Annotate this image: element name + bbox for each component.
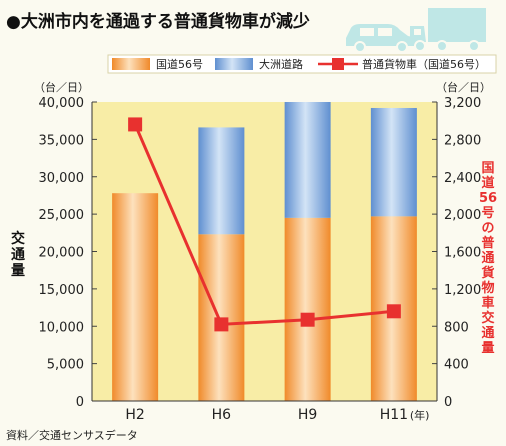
truck-cargo-icon [428, 8, 486, 42]
legend-label-truck: 普通貨物車（国道56号） [362, 57, 486, 71]
left-tick-label: 20,000 [39, 246, 85, 261]
right-tick-label: 1,200 [444, 283, 481, 298]
truck-point-H6 [214, 317, 229, 332]
truck-point-H2 [128, 117, 143, 132]
source-note: 資料／交通センサスデータ [6, 428, 138, 442]
car-wheel-icon [354, 41, 366, 53]
truck-wheel-icon [414, 40, 426, 52]
right-tick-label: 2,800 [444, 133, 481, 148]
right-axis-unit: （台／日） [436, 80, 491, 94]
x-tick-label: H9 [298, 407, 317, 423]
bar-route56-H2 [112, 193, 159, 401]
bar-route56-H9 [284, 217, 331, 401]
truck-point-H11 [386, 304, 401, 319]
legend-label-ozu-road: 大洲道路 [259, 57, 303, 71]
right-tick-label: 2,000 [444, 208, 481, 223]
right-tick-label: 400 [444, 358, 469, 373]
chart-title: ●大洲市内を通過する普通貨物車が減少 [6, 11, 310, 32]
x-tick-label: H11 [380, 407, 408, 423]
left-axis-title: 交通量 [11, 230, 25, 279]
bar-ozu-road-H11 [370, 107, 417, 217]
truck-point-H9 [300, 312, 315, 327]
left-tick-label: 10,000 [39, 320, 85, 335]
left-tick-label: 5,000 [47, 358, 84, 373]
right-tick-label: 800 [444, 320, 469, 335]
left-tick-label: 25,000 [39, 208, 85, 223]
legend-swatch-ozu-road [215, 58, 253, 70]
right-tick-label: 2,400 [444, 171, 481, 186]
left-tick-label: 40,000 [39, 96, 85, 111]
truck-window-icon [414, 29, 421, 35]
legend-marker-truck [332, 58, 344, 70]
right-tick-label: 3,200 [444, 96, 481, 111]
left-tick-label: 15,000 [39, 283, 85, 298]
right-tick-label: 1,600 [444, 246, 481, 261]
car-window-icon [360, 28, 374, 36]
truck-wheel-icon [436, 40, 448, 52]
x-axis-unit: (年) [410, 408, 430, 422]
right-axis-title: 国道 56 号の普通貨物車交通量 [479, 161, 497, 356]
truck-series-line [133, 123, 395, 326]
x-tick-label: H6 [212, 407, 232, 423]
left-tick-label: 35,000 [39, 133, 85, 148]
left-tick-label: 0 [76, 395, 84, 410]
legend-swatch-route56 [112, 58, 150, 70]
bar-ozu-road-H6 [198, 127, 245, 235]
x-tick-label: H2 [125, 407, 144, 423]
legend-label-route56: 国道56号 [156, 57, 203, 71]
left-tick-label: 30,000 [39, 171, 85, 186]
car-wheel-icon [396, 41, 408, 53]
left-axis-unit: （台／日） [34, 80, 89, 94]
legend-box [107, 54, 497, 74]
truck-wheel-icon [468, 40, 480, 52]
car-window-icon [378, 28, 392, 36]
right-tick-label: 0 [444, 395, 452, 410]
bar-ozu-road-H9 [284, 102, 331, 218]
